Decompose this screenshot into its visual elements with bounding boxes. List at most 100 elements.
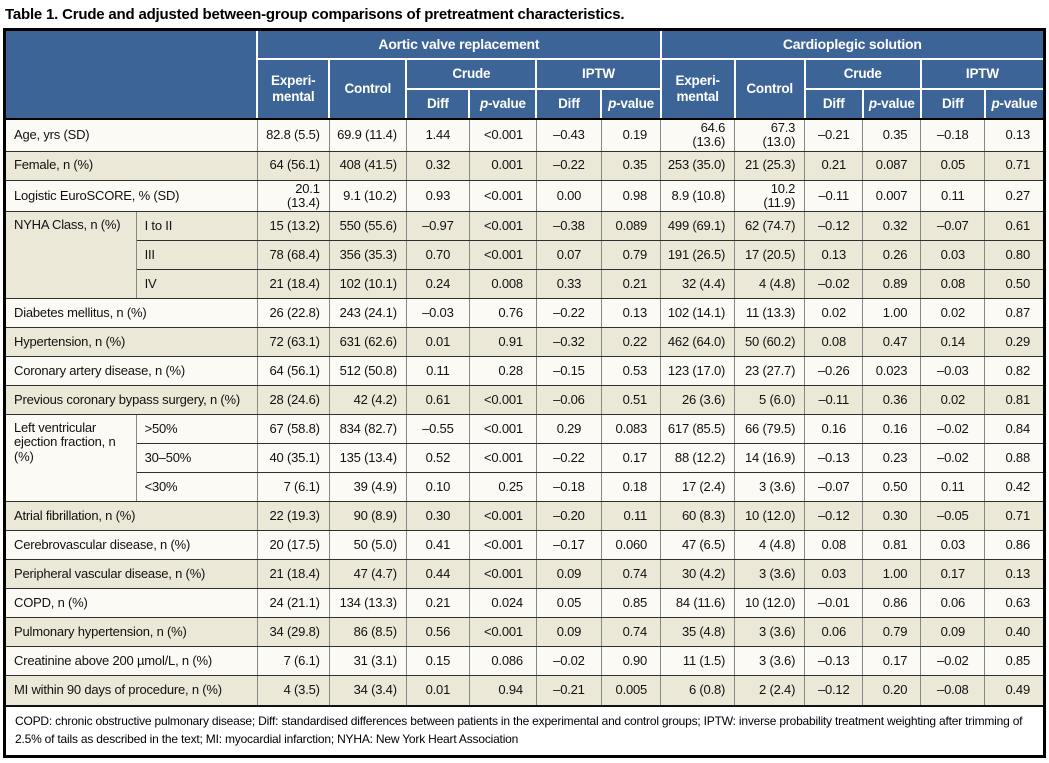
cell-value: 0.20 [862,675,922,705]
row-label: Diabetes mellitus, n (%) [6,298,258,329]
cell-value: 0.03 [920,530,986,561]
cell-value: 0.74 [601,559,662,590]
cell-value: –0.02 [536,646,602,677]
value-label: -value [876,96,915,112]
cell-value: 10 (12.0) [734,588,806,619]
row-label: Left ventricular ejection fraction, n (%… [6,414,137,503]
table-row: III 78 (68.4) 356 (35.3) 0.70 <0.001 0.07 0.79… [6,240,1043,271]
cell-value: –0.22 [536,443,602,474]
cell-value: –0.02 [920,414,986,445]
cell-value: –0.11 [804,180,864,213]
cell-value: 0.01 [406,675,470,705]
cell-value: 0.22 [601,327,662,358]
group-header-row: Aortic valve replacement Cardioplegic so… [6,31,1043,120]
cell-value: –0.20 [536,501,602,532]
cell-value: –0.11 [804,385,864,416]
cell-value: 0.005 [601,675,662,705]
cell-value: 0.11 [601,501,662,532]
cell-value: 0.28 [469,356,537,387]
cell-value: 0.50 [862,472,922,503]
cell-value: 0.26 [862,240,922,271]
cell-value: 0.15 [406,646,470,677]
row-label: Cerebrovascular disease, n (%) [6,530,258,561]
cell-value: 0.13 [984,559,1043,590]
cell-value: 0.84 [984,414,1043,445]
cell-value: 26 (22.8) [257,298,330,329]
cell-value: –0.26 [804,356,864,387]
cell-value: <0.001 [469,530,537,561]
cell-value: –0.18 [536,472,602,503]
cell-value: –0.21 [536,675,602,705]
cell-value: 0.06 [804,617,864,648]
cell-value: <0.001 [469,119,537,152]
cell-value: 0.50 [984,269,1043,300]
row-label: MI within 90 days of procedure, n (%) [6,675,258,705]
cell-value: 0.23 [862,443,922,474]
cell-value: 78 (68.4) [257,240,330,271]
row-label: Pulmonary hypertension, n (%) [6,617,258,648]
cell-value: 21 (18.4) [257,269,330,300]
cell-value: 15 (13.2) [257,211,330,242]
col-header-cs-iptw-diff: Diff [919,88,986,120]
cell-value: 0.11 [920,180,986,213]
cell-value: –0.22 [536,298,602,329]
cell-value: 0.49 [984,675,1043,705]
cell-value: 617 (85.5) [660,414,736,445]
cell-value: –0.97 [406,211,470,242]
cell-value: 23 (27.7) [734,356,806,387]
cell-value: 0.08 [920,269,986,300]
p-label: p [991,96,1000,112]
cell-value: –0.12 [804,211,864,242]
cell-value: –0.02 [804,269,864,300]
table-row: <30% 7 (6.1) 39 (4.9) 0.10 0.25 –0.18 0.18 17 (… [6,472,1043,503]
cell-value: 86 (8.5) [329,617,407,648]
cell-value: 64.6 (13.6) [660,119,736,152]
cell-value: 0.001 [469,151,537,181]
cell-value: 10.2 (11.9) [734,180,806,213]
row-label: Female, n (%) [6,151,258,181]
row-sublabel: I to II [136,211,258,242]
col-header-avr-crude: Crude [405,58,538,90]
table-row: Left ventricular ejection fraction, n (%… [6,414,1043,503]
table-row: Female, n (%) 64 (56.1) 408 (41.5) 0.32 0.00… [6,151,1043,181]
cell-value: 0.01 [406,327,470,358]
cell-value: 0.05 [536,588,602,619]
cell-value: 50 (60.2) [734,327,806,358]
cell-value: 0.24 [406,269,470,300]
table-header: Aortic valve replacement Cardioplegic so… [6,31,1043,120]
table-footnote: COPD: chronic obstructive pulmonary dise… [6,704,1043,755]
cell-value: 0.08 [804,327,864,358]
cell-value: 0.71 [984,151,1043,181]
cell-value: 20 (17.5) [257,530,330,561]
cell-value: 0.14 [920,327,986,358]
cell-value: <0.001 [469,180,537,213]
cell-value: 0.81 [984,385,1043,416]
table-title: Table 1. Crude and adjusted between-grou… [5,6,625,23]
cell-value: 90 (8.9) [329,501,407,532]
cell-value: 67.3 (13.0) [734,119,806,152]
value-label: -value [616,96,654,112]
cell-value: 0.86 [984,530,1043,561]
cell-value: 0.30 [862,501,922,532]
cell-value: 253 (35.0) [660,151,736,181]
p-label: p [608,96,617,112]
col-header-avr-experimental: Experi-mental [256,58,331,120]
cell-value: 0.00 [536,180,602,213]
cell-value: 0.74 [601,617,662,648]
cell-value: 47 (6.5) [660,530,736,561]
col-header-avr-control: Control [328,58,408,120]
table-row: NYHA Class, n (%) I to II 15 (13.2) 550 (55… [6,211,1043,300]
cell-value: 135 (13.4) [329,443,407,474]
cell-value: 0.82 [984,356,1043,387]
metric-header-row: Diff p-value Diff p-value Diff p-value D… [6,88,1043,120]
table-row: Coronary artery disease, n (%) 64 (56.1) 5… [6,356,1043,387]
cell-value: 0.02 [804,298,864,329]
cell-value: 42 (4.2) [329,385,407,416]
col-header-avr-iptw-pvalue: p-value [600,88,662,120]
cell-value: –0.13 [804,443,864,474]
cell-value: 0.083 [601,414,662,445]
cell-value: 3 (3.6) [734,472,806,503]
col-header-avr-crude-pvalue: p-value [468,88,538,120]
cell-value: 356 (35.3) [329,240,407,271]
cell-value: 0.35 [601,151,662,181]
